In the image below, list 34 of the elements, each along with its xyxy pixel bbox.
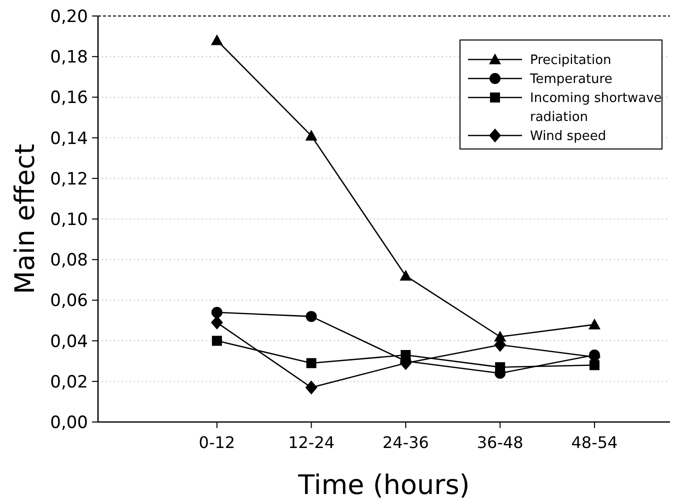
- x-axis-title: Time (hours): [297, 470, 470, 501]
- point: [305, 380, 318, 394]
- point: [306, 310, 317, 322]
- y-tick-label: 0,12: [50, 169, 88, 190]
- y-tick-label: 0,00: [50, 412, 88, 433]
- point: [305, 130, 318, 141]
- y-tick-label: 0,04: [50, 332, 88, 352]
- y-tick-label: 0,06: [50, 291, 88, 312]
- point: [306, 358, 316, 368]
- y-tick-label: 0,14: [50, 128, 88, 149]
- y-tick-label: 0,08: [50, 250, 88, 271]
- point: [400, 270, 412, 281]
- legend-label: Precipitation: [530, 53, 612, 68]
- legend-label: Incoming shortwave radiation: [530, 91, 662, 126]
- point: [211, 306, 222, 318]
- x-tick-label: 36-48: [476, 433, 524, 452]
- y-tick-label: 0,18: [50, 48, 88, 68]
- x-tick-label: 0-12: [198, 433, 236, 452]
- point: [212, 336, 222, 346]
- point: [494, 330, 506, 342]
- point: [210, 316, 223, 330]
- y-axis-title: Main effect: [10, 144, 41, 294]
- x-tick-label: 24-36: [382, 433, 429, 452]
- legend-label: Wind speed: [530, 129, 606, 144]
- legend-label: Temperature: [529, 72, 612, 88]
- x-tick-label: 12-24: [288, 433, 335, 452]
- point: [210, 34, 223, 46]
- x-tick-label: 48-54: [571, 433, 618, 452]
- y-tick-label: 0,16: [50, 88, 88, 108]
- point: [588, 318, 600, 330]
- y-tick-label: 0,02: [50, 372, 88, 392]
- y-tick-label: 0,10: [50, 210, 88, 230]
- point: [589, 360, 600, 370]
- y-tick-label: 0,20: [50, 6, 88, 27]
